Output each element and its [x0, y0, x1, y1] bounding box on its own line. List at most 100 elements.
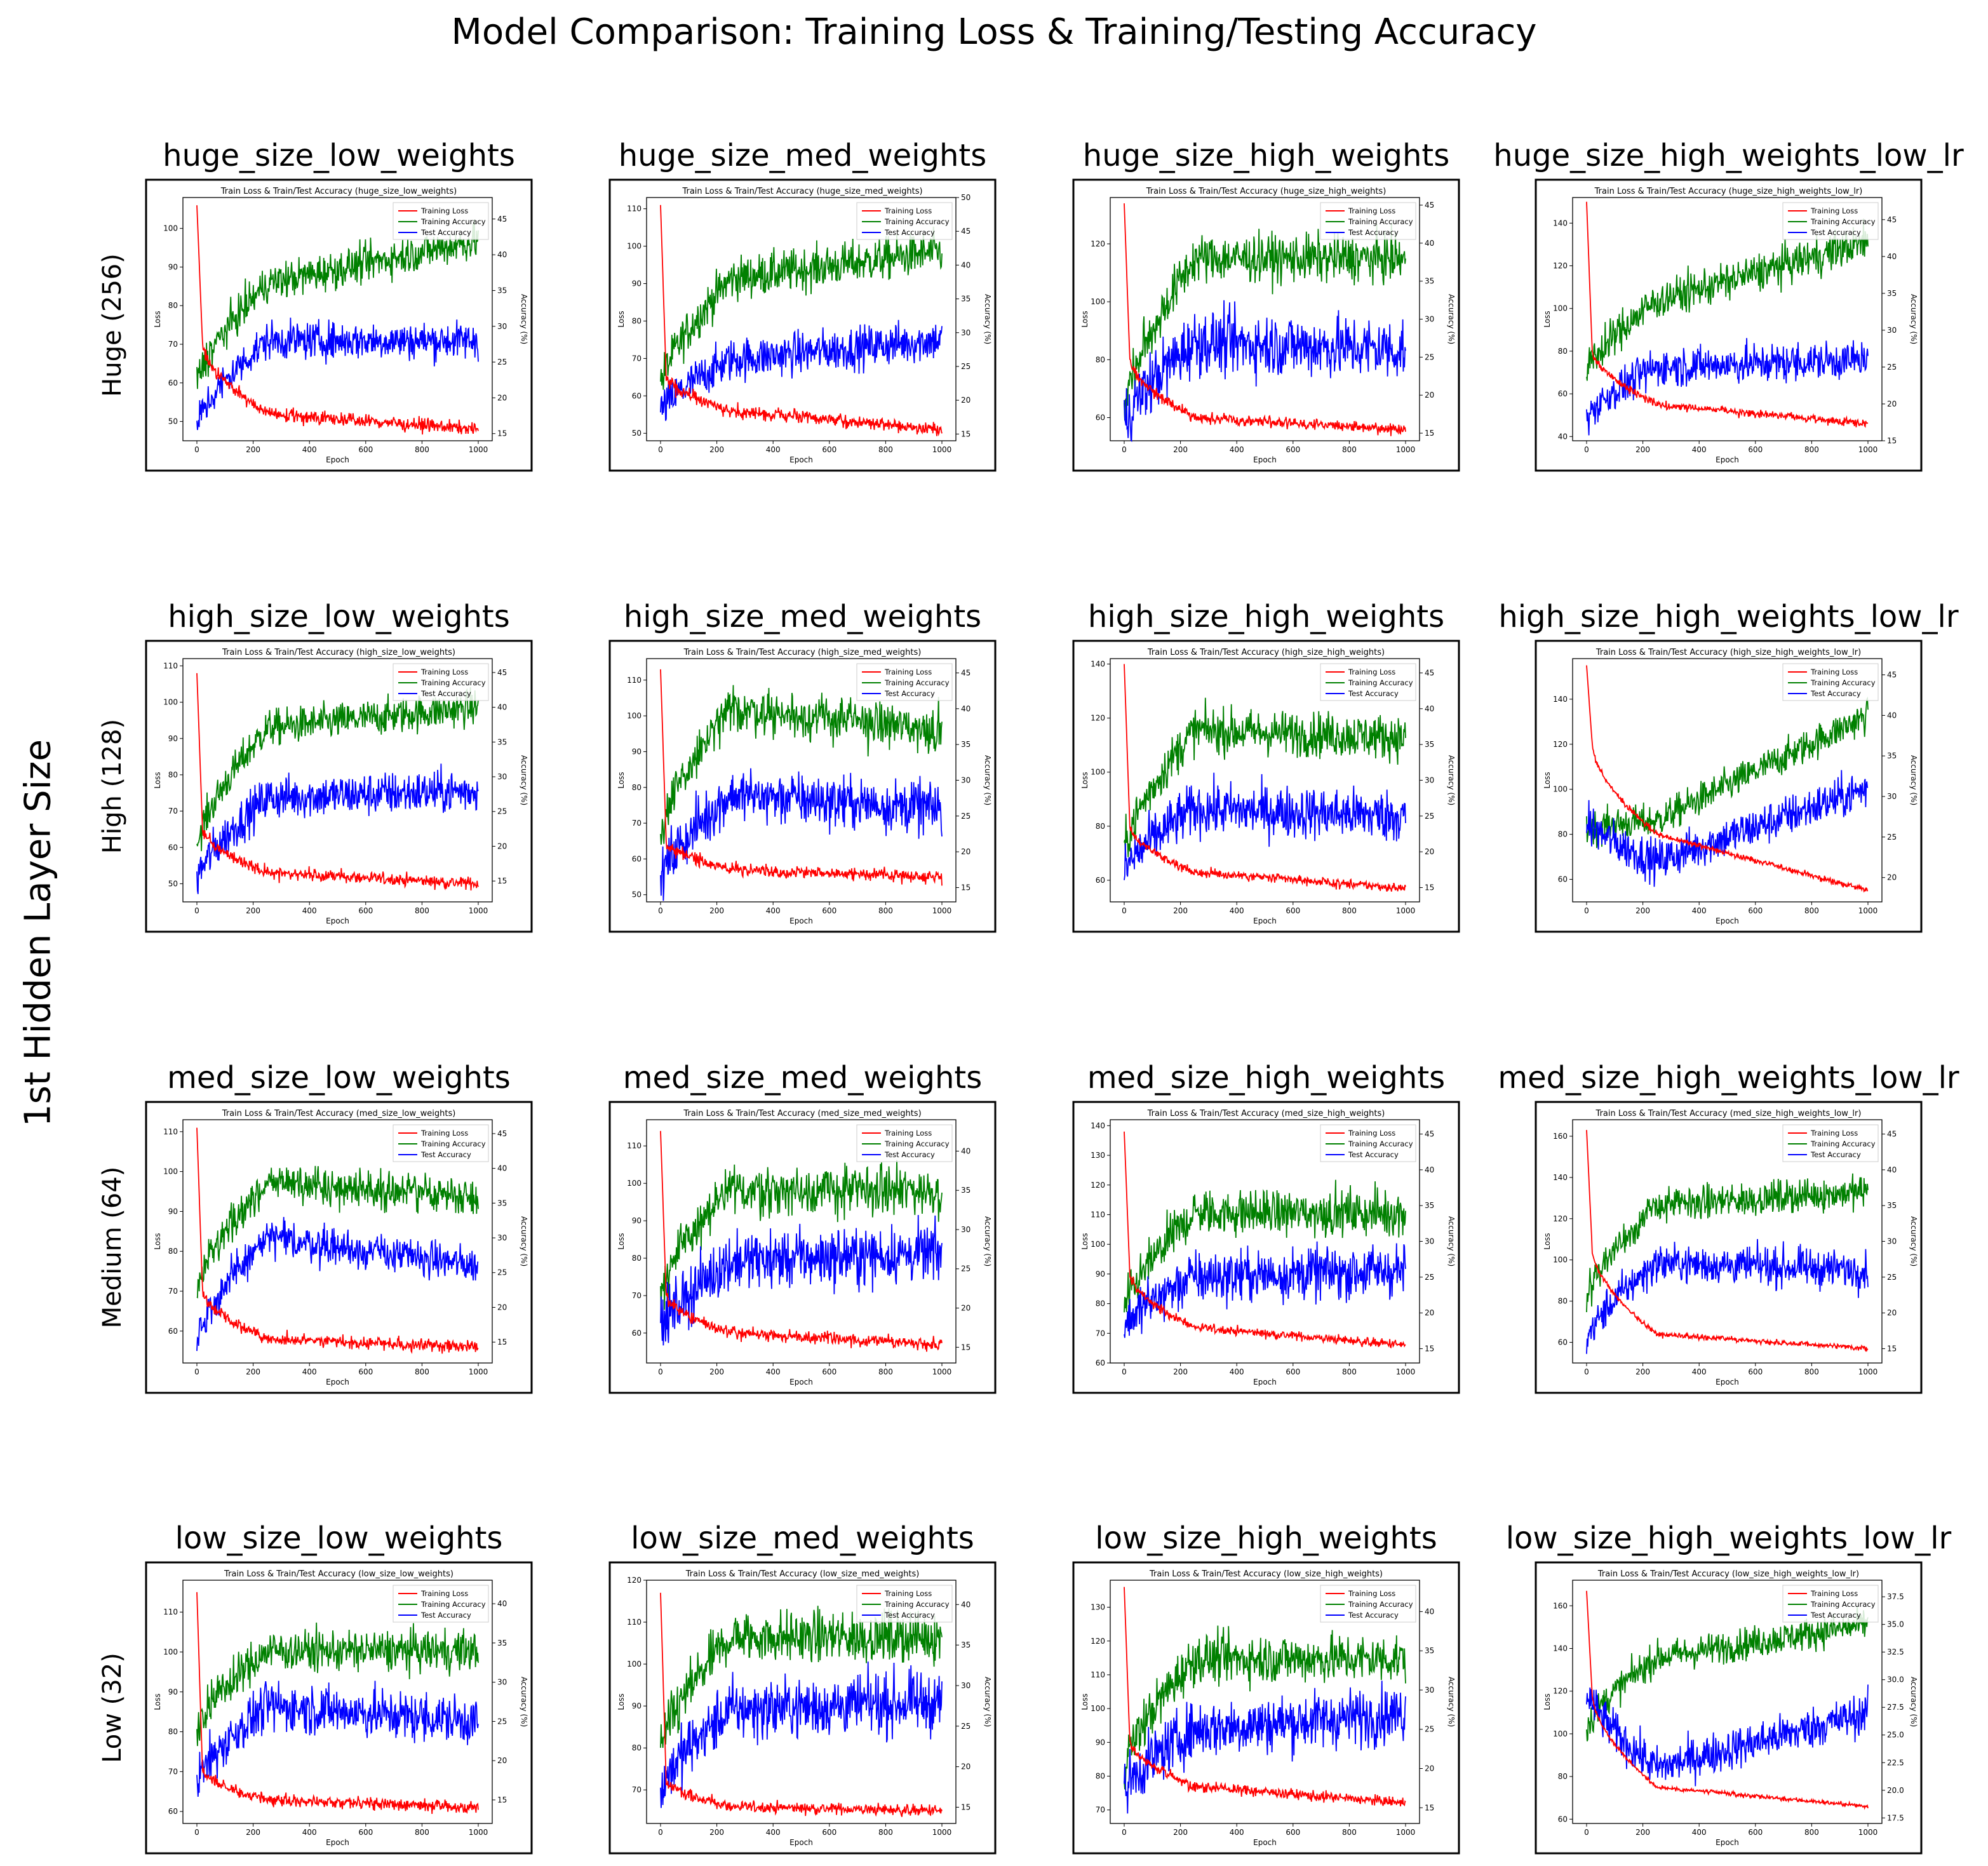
series-line-test-accuracy: [196, 1681, 479, 1797]
series-line-training-accuracy: [1124, 222, 1406, 421]
y-tick-label: 110: [627, 1141, 641, 1150]
legend-label: Training Loss: [420, 206, 468, 215]
y-tick-label: 80: [1558, 347, 1568, 356]
x-tick-label: 0: [1122, 1828, 1127, 1837]
x-tick-label: 0: [194, 906, 199, 915]
y2-tick-label: 45: [497, 215, 507, 224]
y2-tick-label: 15: [961, 883, 970, 892]
y2-axis-label: Accuracy (%): [1447, 755, 1456, 805]
y-axis-label: Loss: [1543, 1693, 1552, 1710]
series-line-training-loss: [660, 1592, 943, 1817]
x-axis-label: Epoch: [789, 1378, 813, 1386]
y2-tick-label: 45: [961, 669, 970, 678]
y-tick-label: 60: [632, 1329, 641, 1338]
x-tick-label: 200: [1635, 906, 1650, 915]
x-tick-label: 800: [1342, 1367, 1357, 1376]
legend-label: Training Accuracy: [1810, 1139, 1876, 1148]
inner-title: Train Loss & Train/Test Accuracy (low_si…: [1597, 1569, 1859, 1579]
y2-tick-label: 20: [1425, 847, 1434, 856]
series-line-training-accuracy: [660, 685, 943, 845]
x-tick-label: 400: [1692, 1367, 1707, 1376]
series-line-test-accuracy: [196, 1217, 479, 1352]
x-tick-label: 0: [1122, 445, 1127, 454]
y-tick-label: 90: [632, 747, 641, 756]
x-tick-label: 800: [878, 445, 893, 454]
row-label: Low (32): [98, 1653, 127, 1763]
x-axis-label: Epoch: [1716, 455, 1739, 464]
figure-title: Model Comparison: Training Loss & Traini…: [451, 11, 1537, 53]
row-label: Huge (256): [98, 253, 127, 397]
legend-label: Training Loss: [884, 668, 932, 676]
y2-axis-label: Accuracy (%): [1909, 294, 1918, 344]
y-tick-label: 130: [1091, 1603, 1105, 1612]
y2-axis-label: Accuracy (%): [520, 1216, 528, 1266]
y-tick-label: 60: [1558, 389, 1568, 398]
legend-label: Training Accuracy: [1810, 217, 1876, 226]
y2-axis-label: Accuracy (%): [1447, 1216, 1456, 1266]
y-tick-label: 120: [1091, 1181, 1105, 1190]
y2-tick-label: 15: [1425, 1803, 1434, 1812]
y-tick-label: 100: [163, 1167, 178, 1176]
x-tick-label: 600: [822, 1828, 836, 1837]
y-tick-label: 80: [168, 770, 178, 779]
y-tick-label: 110: [627, 676, 641, 685]
y-tick-label: 110: [163, 1127, 178, 1136]
y2-tick-label: 35: [497, 1198, 507, 1207]
y-axis-label: Loss: [1080, 311, 1089, 327]
y2-tick-label: 40: [497, 250, 507, 259]
panel-title: low_size_high_weights: [1095, 1520, 1437, 1556]
legend-label: Training Accuracy: [1348, 1600, 1413, 1609]
inner-title: Train Loss & Train/Test Accuracy (med_si…: [683, 1109, 921, 1118]
y-tick-label: 60: [1096, 413, 1105, 422]
y2-tick-label: 15: [1425, 429, 1434, 438]
x-axis-label: Epoch: [789, 1838, 813, 1847]
y2-tick-label: 30: [497, 772, 507, 781]
y-axis-label: Loss: [153, 311, 162, 327]
x-axis-label: Epoch: [326, 455, 349, 464]
y2-tick-label: 35: [1425, 1646, 1434, 1655]
y-tick-label: 140: [1553, 218, 1568, 227]
x-tick-label: 1000: [1396, 1828, 1416, 1837]
y-tick-label: 120: [1091, 1637, 1105, 1646]
inner-title: Train Loss & Train/Test Accuracy (high_s…: [1147, 648, 1385, 657]
y2-axis-label: Accuracy (%): [1447, 294, 1456, 344]
y-tick-label: 60: [168, 1327, 178, 1336]
series-line-training-loss: [196, 1592, 479, 1815]
series-line-test-accuracy: [660, 1214, 943, 1346]
x-tick-label: 800: [1342, 1828, 1357, 1837]
y2-tick-label: 27.5: [1887, 1703, 1904, 1712]
x-tick-label: 600: [358, 445, 373, 454]
series-line-training-loss: [1124, 1131, 1406, 1349]
y-tick-label: 100: [627, 242, 641, 251]
y2-tick-label: 20: [961, 396, 970, 405]
y2-tick-label: 45: [497, 1129, 507, 1138]
series-line-training-accuracy: [660, 1606, 943, 1749]
series-line-training-loss: [1586, 201, 1869, 428]
x-tick-label: 600: [1286, 1367, 1300, 1376]
panel-title: huge_size_low_weights: [163, 138, 515, 173]
x-tick-label: 0: [1584, 906, 1589, 915]
y-tick-label: 60: [1096, 1359, 1105, 1367]
y2-tick-label: 20: [1887, 399, 1897, 408]
y-tick-label: 110: [627, 205, 641, 213]
x-tick-label: 800: [878, 1828, 893, 1837]
y2-tick-label: 40: [497, 1599, 507, 1608]
y2-tick-label: 40: [961, 704, 970, 713]
x-tick-label: 800: [878, 906, 893, 915]
y2-tick-label: 40: [961, 1600, 970, 1609]
y2-tick-label: 17.5: [1887, 1813, 1904, 1822]
y-tick-label: 60: [168, 379, 178, 387]
series-line-training-accuracy: [660, 226, 943, 390]
y2-tick-label: 15: [497, 1796, 507, 1804]
x-tick-label: 1000: [1396, 1367, 1416, 1376]
y2-axis-label: Accuracy (%): [983, 1216, 992, 1266]
x-tick-label: 400: [1230, 906, 1244, 915]
series-line-training-accuracy: [1124, 1179, 1406, 1313]
legend-label: Training Accuracy: [420, 678, 486, 687]
y2-tick-label: 20: [1887, 873, 1897, 882]
series-line-training-loss: [660, 1131, 943, 1352]
legend-label: Test Accuracy: [420, 1150, 471, 1159]
y-tick-label: 70: [168, 1287, 178, 1296]
y-tick-label: 60: [632, 391, 641, 400]
y-tick-label: 120: [1091, 714, 1105, 723]
